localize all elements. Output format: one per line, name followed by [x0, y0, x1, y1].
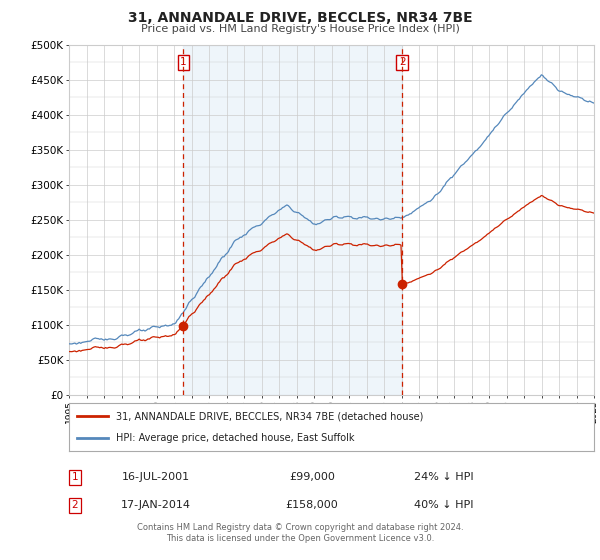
Text: 24% ↓ HPI: 24% ↓ HPI [414, 472, 474, 482]
Text: 2: 2 [399, 57, 406, 67]
Text: £158,000: £158,000 [286, 500, 338, 510]
Text: 2: 2 [71, 500, 79, 510]
Text: 31, ANNANDALE DRIVE, BECCLES, NR34 7BE: 31, ANNANDALE DRIVE, BECCLES, NR34 7BE [128, 11, 472, 25]
Text: HPI: Average price, detached house, East Suffolk: HPI: Average price, detached house, East… [116, 433, 355, 443]
Text: Contains HM Land Registry data © Crown copyright and database right 2024.: Contains HM Land Registry data © Crown c… [137, 523, 463, 532]
Text: Price paid vs. HM Land Registry's House Price Index (HPI): Price paid vs. HM Land Registry's House … [140, 24, 460, 34]
Text: This data is licensed under the Open Government Licence v3.0.: This data is licensed under the Open Gov… [166, 534, 434, 543]
Bar [184, 45, 403, 395]
Text: 40% ↓ HPI: 40% ↓ HPI [414, 500, 474, 510]
Text: £99,000: £99,000 [289, 472, 335, 482]
Text: 31, ANNANDALE DRIVE, BECCLES, NR34 7BE (detached house): 31, ANNANDALE DRIVE, BECCLES, NR34 7BE (… [116, 411, 424, 421]
Text: 16-JUL-2001: 16-JUL-2001 [122, 472, 190, 482]
Text: 17-JAN-2014: 17-JAN-2014 [121, 500, 191, 510]
Text: 1: 1 [180, 57, 187, 67]
Text: 1: 1 [71, 472, 79, 482]
